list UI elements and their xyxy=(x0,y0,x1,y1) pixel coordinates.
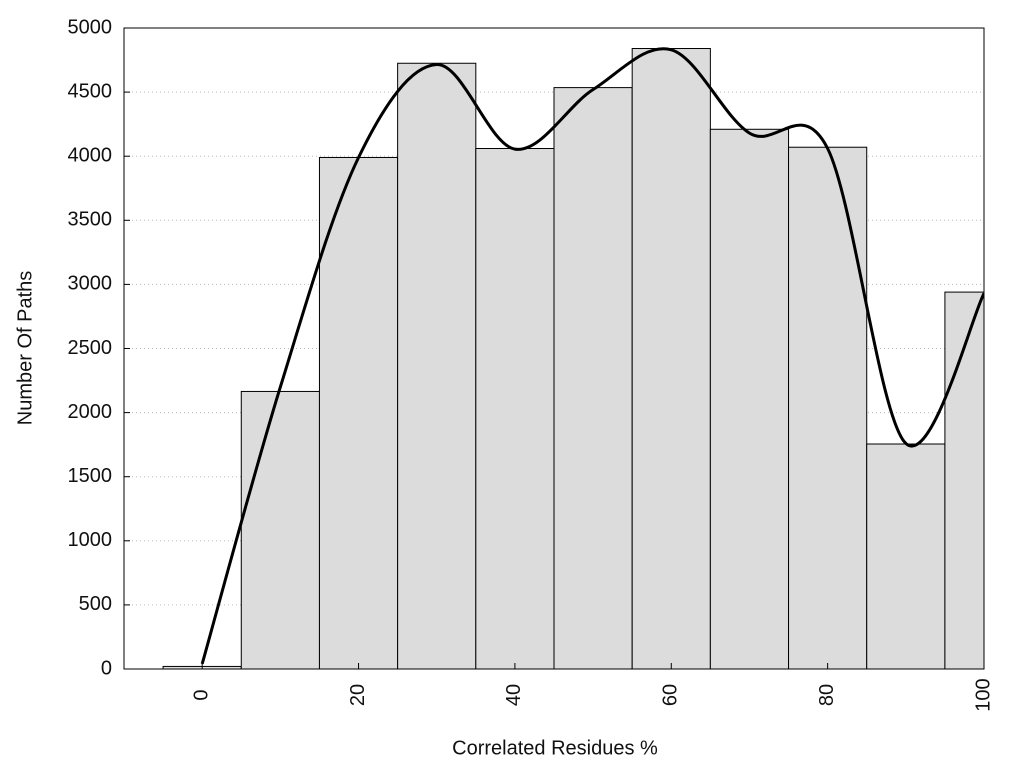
x-tick-label: 100 xyxy=(972,678,994,711)
y-tick-label: 3000 xyxy=(68,273,113,295)
y-tick-label: 1000 xyxy=(68,529,113,551)
density-curve xyxy=(200,47,984,665)
y-tick-label: 4500 xyxy=(68,80,113,102)
bar xyxy=(397,62,477,669)
bar xyxy=(553,87,633,669)
y-tick-label: 500 xyxy=(79,593,112,615)
y-tick-label: 0 xyxy=(101,657,112,679)
y-tick-label: 2500 xyxy=(68,337,113,359)
y-tick-label: 4000 xyxy=(68,144,113,166)
x-tick-label: 40 xyxy=(503,684,525,706)
bars xyxy=(162,48,984,669)
y-tick-label: 1500 xyxy=(68,465,113,487)
bar xyxy=(240,390,320,669)
x-tick-label: 60 xyxy=(660,684,682,706)
bar xyxy=(788,146,868,669)
bar xyxy=(475,148,555,669)
bar xyxy=(944,291,984,669)
y-axis-label: Number Of Paths xyxy=(14,271,36,426)
x-axis-label: Correlated Residues % xyxy=(452,737,658,759)
bar xyxy=(318,156,399,669)
bar xyxy=(709,128,790,669)
x-tick-label: 20 xyxy=(347,684,369,706)
x-tick-label: 0 xyxy=(190,689,212,700)
bar xyxy=(631,48,711,669)
curve-layer xyxy=(200,47,984,665)
y-tick-label: 3500 xyxy=(68,209,113,231)
y-tick-label: 5000 xyxy=(68,16,113,38)
y-tick-label: 2000 xyxy=(68,401,113,423)
x-tick-label: 80 xyxy=(816,684,838,706)
labels: 0500100015002000250030003500400045005000… xyxy=(68,16,995,711)
bar xyxy=(866,443,946,669)
